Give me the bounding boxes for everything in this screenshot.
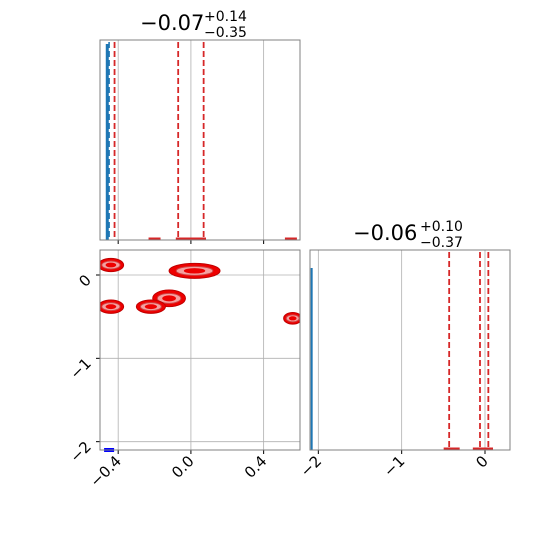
tick-label-x0-0: −0.4 [87, 452, 125, 490]
axis-frame-top [99, 39, 301, 241]
tick-label-x0-2: 0.4 [241, 452, 271, 482]
tick-label-x1-x-1: −1 [380, 452, 408, 480]
histogram-x0-panel [99, 39, 301, 244]
title-x0-value: −0.07 [140, 11, 204, 35]
histogram-bar-x1 [310, 268, 313, 450]
contour-group [100, 257, 300, 325]
tick-label-x0-1: 0.0 [168, 452, 198, 482]
contour-inner-2 [162, 295, 176, 302]
tick-label-x1-y-2: −2 [66, 438, 94, 466]
axis-frame-right [309, 249, 511, 451]
histogram-x1-panel [309, 249, 511, 454]
contour-inner-4 [105, 304, 117, 310]
title-x1-lower: −0.37 [420, 235, 463, 251]
axis-frame-2d [99, 249, 301, 451]
tick-label-x1-y-1: −1 [66, 354, 94, 382]
tick-label-x1-x-0: −2 [297, 452, 325, 480]
density-2d-panel [96, 249, 301, 454]
contour-inner-3 [144, 304, 158, 310]
tick-label-x1-y-0: 0 [75, 271, 94, 290]
title-x1-upper: +0.10 [420, 219, 463, 235]
tick-labels: −0.4 0.0 0.4 0 −1 −2 −2 −1 0 [66, 271, 491, 490]
title-x0-lower: −0.35 [204, 25, 247, 41]
contour-inner-0 [105, 262, 117, 268]
histogram-bar [105, 44, 109, 240]
contour-inner-5 [288, 316, 297, 321]
title-x0: −0.07 +0.14 −0.35 [140, 9, 247, 41]
tick-label-x1-x-2: 0 [472, 452, 491, 471]
title-x1: −0.06 +0.10 −0.37 [353, 219, 463, 251]
title-x0-upper: +0.14 [204, 9, 247, 25]
contour-inner-1 [183, 268, 206, 274]
title-x1-value: −0.06 [353, 221, 417, 245]
